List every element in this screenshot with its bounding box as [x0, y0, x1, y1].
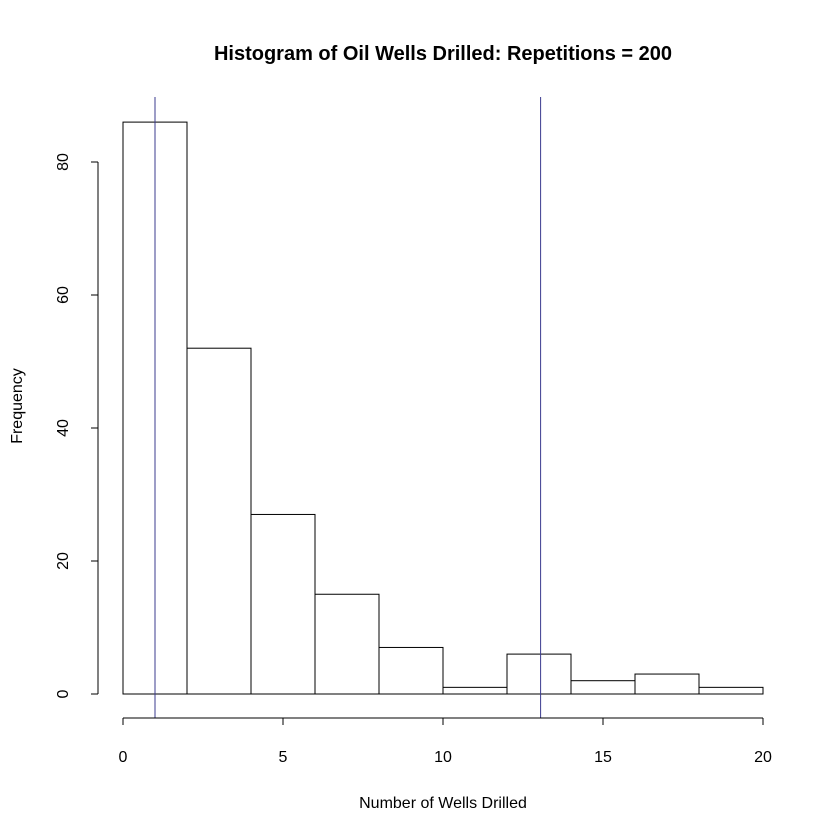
x-tick-label-1: 5: [279, 749, 288, 766]
y-tick-label-2: 40: [55, 419, 72, 437]
histogram-bar-1: [186, 347, 252, 695]
y-tick-label-4: 80: [55, 153, 72, 171]
x-tick-label-2: 10: [434, 749, 452, 766]
histogram-bar-2: [250, 513, 316, 695]
y-tick-label-1: 20: [55, 552, 72, 570]
histogram-bar-9: [698, 686, 764, 695]
bars-group: [122, 121, 764, 695]
y-axis: 0 20 40 60 80: [55, 153, 99, 698]
histogram-bar-8: [634, 673, 700, 695]
histogram-bar-7: [570, 680, 636, 695]
y-tick-label-3: 60: [55, 286, 72, 304]
x-tick-label-4: 20: [754, 749, 772, 766]
x-tick-label-0: 0: [119, 749, 128, 766]
y-axis-label: Frequency: [9, 368, 26, 444]
chart-title: Histogram of Oil Wells Drilled: Repetiti…: [214, 43, 672, 65]
x-tick-label-3: 15: [594, 749, 612, 766]
reference-lines-group: [154, 97, 542, 718]
y-tick-label-0: 0: [55, 689, 72, 698]
histogram-bar-4: [378, 646, 444, 695]
histogram-bar-5: [442, 686, 508, 695]
histogram-bar-3: [314, 593, 380, 695]
histogram-bar-6: [506, 653, 572, 695]
x-axis-label: Number of Wells Drilled: [359, 795, 527, 812]
x-axis: 0 5 10 15 20: [119, 717, 772, 766]
